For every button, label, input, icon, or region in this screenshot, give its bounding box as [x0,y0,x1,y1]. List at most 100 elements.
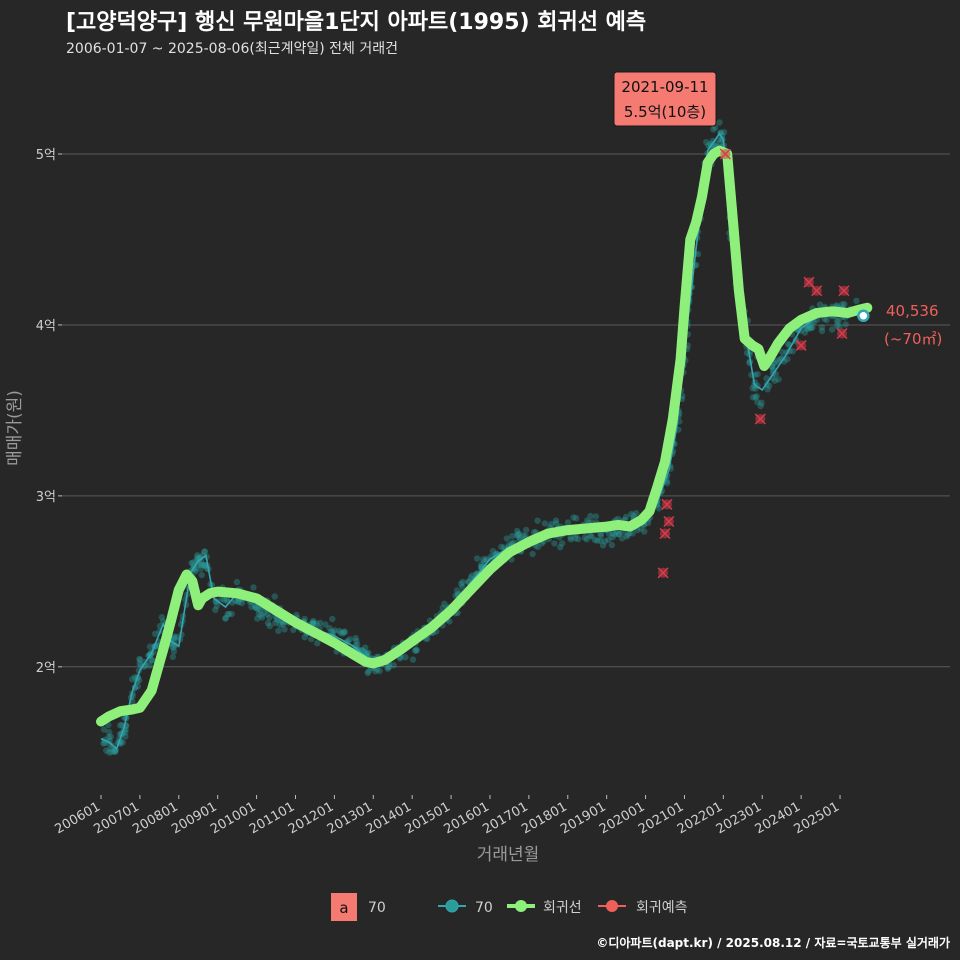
forecast-point-cross [795,339,807,351]
peak-annotation-box [613,71,717,127]
transaction-point [254,615,261,622]
transaction-point [584,517,591,524]
transaction-point [775,376,782,383]
forecast-point [795,339,807,351]
transaction-point [201,562,208,569]
transaction-point [254,606,262,613]
forecast-point-cross [754,413,766,425]
transaction-point [608,541,616,549]
transaction-point [807,324,814,331]
transaction-point [106,737,113,745]
transaction-point [146,643,154,650]
transaction-point [173,634,181,641]
transaction-point [149,657,156,664]
transaction-point [754,399,761,406]
transaction-point [137,656,144,663]
transaction-point [459,578,466,586]
transaction-point [534,543,542,551]
transaction-point [513,527,521,535]
transaction-point [290,626,297,634]
transaction-point [106,728,113,736]
transaction-point [772,359,779,366]
transaction-point [277,621,284,628]
transaction-point [601,538,609,545]
transaction-point [694,250,702,258]
transaction-point [107,745,114,752]
transaction-point [331,627,338,634]
transaction-point [169,653,177,661]
transaction-point [152,630,159,637]
forecast-point-cross [657,567,669,579]
transaction-point [258,614,266,621]
y-tick-label: 4억 [36,319,56,334]
transaction-point [575,535,582,543]
transaction-point [597,532,604,539]
grid-lines [62,153,950,668]
source-caption: ©디아파트(dapt.kr) / 2025.08.12 / 자료=국토교통부 실… [596,936,950,950]
transaction-point [354,641,361,648]
transaction-point [754,371,761,378]
monthly-average-series [100,131,864,751]
forecast-point-cross [659,527,671,540]
transaction-point [412,646,420,653]
transaction-point [541,520,549,527]
transaction-point [752,394,759,401]
transaction-point [212,606,219,613]
forecast-point-cross [663,515,675,528]
transaction-point [107,733,115,740]
transaction-point [250,584,257,591]
transaction-point [235,599,242,606]
forecast-point [663,515,675,528]
transaction-point [402,654,409,661]
transaction-point [480,556,487,563]
transaction-point [624,531,632,538]
transaction-point [853,297,860,304]
transaction-point [228,610,235,618]
transaction-point [148,657,155,664]
forecast-point [836,327,848,340]
transaction-points [100,119,866,756]
transaction-point [301,615,308,623]
transaction-point [222,615,229,622]
transaction-point [103,747,110,754]
transaction-point [314,640,321,647]
y-tick-label: 3억 [36,490,56,505]
transaction-point [615,530,623,538]
transaction-point [592,513,600,520]
transaction-point [309,619,317,626]
forecast-point [838,285,850,297]
transaction-point [261,609,268,616]
transaction-point [703,139,710,146]
transaction-point [552,517,560,524]
transaction-point [515,531,522,538]
transaction-point [716,140,723,147]
transaction-point [622,513,630,521]
transaction-point [201,548,208,555]
transaction-point [279,621,287,628]
x-axis-title: 거래년월 [477,845,540,865]
transaction-point [520,532,527,539]
transaction-point [100,740,107,747]
transaction-point [264,610,271,618]
transaction-point [313,620,320,627]
transaction-point [771,377,779,384]
transaction-point [390,662,397,669]
last-value-label: 40,536 [886,302,939,320]
transaction-point [372,668,379,675]
transaction-point [105,733,112,741]
forecast-point-cross [661,498,673,510]
transaction-point [441,600,448,607]
transaction-point [252,604,259,611]
transaction-point [838,301,846,308]
transaction-point [567,534,574,541]
transaction-point [823,316,830,324]
transaction-point [710,126,717,133]
transaction-point [816,301,824,308]
transaction-point [599,542,607,549]
transaction-point [233,578,241,586]
transaction-point [384,664,391,671]
transaction-point [655,505,663,512]
transaction-point [801,329,809,336]
transaction-point [489,547,497,555]
